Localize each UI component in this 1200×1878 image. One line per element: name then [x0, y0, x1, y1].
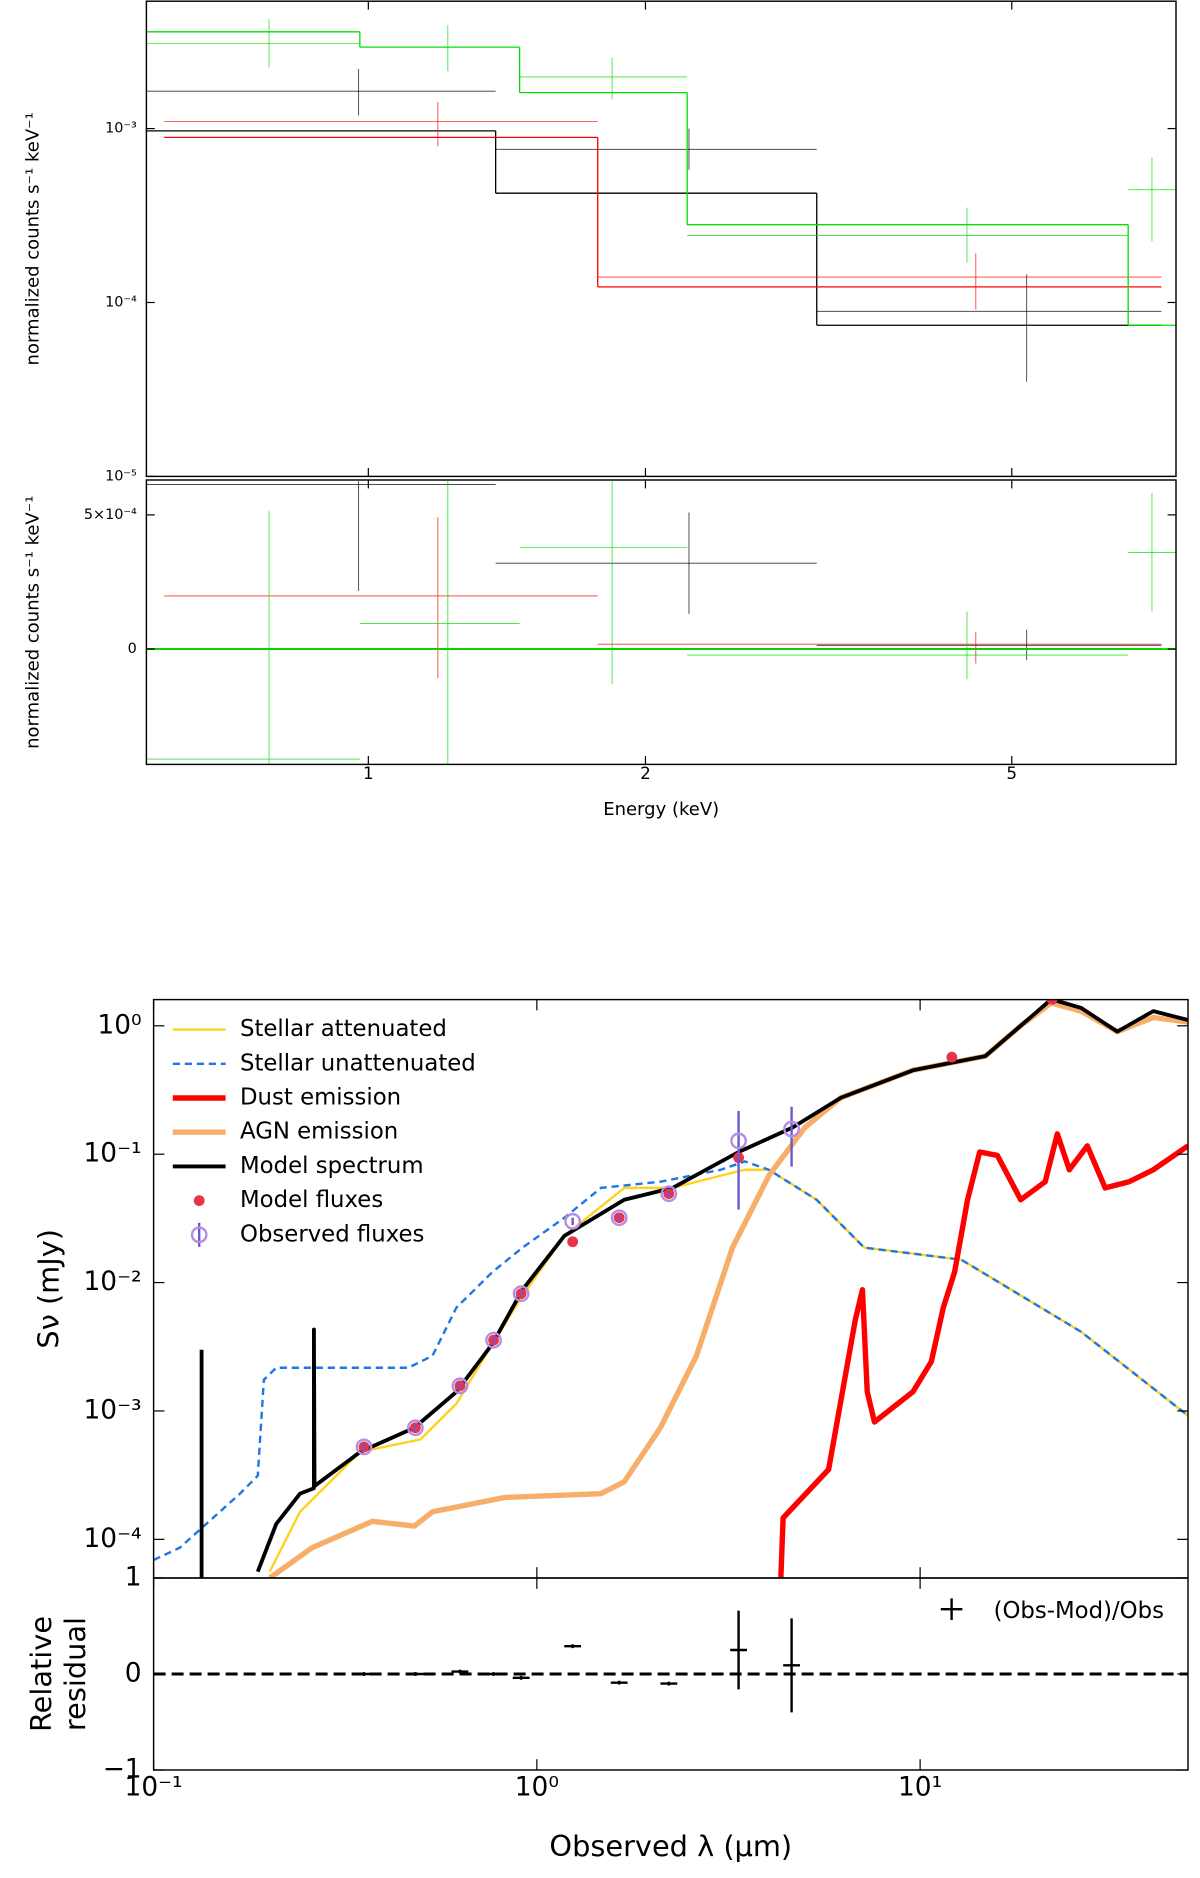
- y-tick-label: 10⁻⁴: [84, 1523, 142, 1554]
- observed-flux: [660, 1185, 678, 1203]
- legend-handle: [193, 1195, 205, 1206]
- x-axis-label: Energy (keV): [603, 799, 719, 820]
- legend-label: AGN emission: [240, 1119, 398, 1145]
- legend-label: Model fluxes: [240, 1187, 383, 1213]
- y-tick-label: 10⁻³: [105, 121, 137, 137]
- x-axis-label: Observed λ (μm): [549, 1829, 792, 1863]
- sed-line: [199, 999, 1188, 1578]
- legend-label: Stellar unattenuated: [240, 1050, 476, 1076]
- observed-flux: [485, 1331, 502, 1349]
- y-tick-label: 10⁰: [97, 1009, 141, 1040]
- x-tick-label: 5: [1006, 763, 1017, 783]
- observed-flux: [610, 1209, 628, 1227]
- legend-label: Stellar attenuated: [240, 1016, 447, 1042]
- observed-flux: [783, 1120, 800, 1138]
- legend-label: (Obs-Mod)/Obs: [994, 1598, 1164, 1624]
- x-tick-label: 10⁻¹: [125, 1772, 183, 1803]
- panel: −1 0 1 10⁻¹ 10⁰ 10¹ Relative residual Observed λ…: [24, 1562, 1189, 1863]
- observed-flux: [451, 1377, 469, 1395]
- y-tick-label: 5×10⁻⁴: [84, 507, 137, 523]
- observed-flux: [355, 1438, 373, 1456]
- legend-label: Model spectrum: [240, 1153, 424, 1179]
- y-tick-label: 10⁻³: [84, 1394, 142, 1425]
- y-tick-label: 1: [125, 1562, 142, 1593]
- y-tick-label: 0: [128, 641, 137, 657]
- legend-label: Observed fluxes: [240, 1221, 424, 1247]
- y-tick-label: −1: [103, 1754, 142, 1785]
- legend-label: Dust emission: [240, 1085, 401, 1111]
- x-tick-label: 10⁰: [515, 1772, 559, 1803]
- sed-line: [268, 1000, 1188, 1578]
- x-tick-label: 2: [640, 763, 651, 783]
- legend-handle: [190, 1226, 208, 1244]
- plot-frame: [145, 0, 1177, 478]
- plot-area: [146, 19, 1176, 382]
- y-axis-label: residual: [58, 1617, 92, 1731]
- model-flux: [946, 1051, 958, 1063]
- y-tick-label: 10⁻²: [84, 1266, 142, 1297]
- model-flux: [567, 1236, 579, 1248]
- y-tick-label: 10⁻⁵: [105, 468, 137, 484]
- observed-flux: [564, 1212, 582, 1230]
- observed-flux: [406, 1419, 424, 1437]
- sed-line: [153, 1160, 1188, 1562]
- plot-area: [153, 1610, 1188, 1713]
- model-flux: [1046, 999, 1058, 1005]
- y-axis-label: Relative: [24, 1616, 58, 1732]
- panel: 10⁰ 10⁻¹ 10⁻² 10⁻³ 10⁻⁴ Sν (mJy) Stellar atten…: [31, 998, 1189, 1579]
- panel: 10⁻³ 10⁻⁴ 10⁻⁵ normalized counts s⁻¹ keV⁻¹: [23, 0, 1177, 484]
- panel: 0 5×10⁻⁴ 1 2 5 normalized counts s⁻¹ keV⁻¹ Ene…: [23, 479, 1177, 820]
- observed-flux: [730, 1132, 747, 1150]
- y-tick-label: 0: [125, 1658, 142, 1689]
- sed-line: [778, 1131, 1188, 1578]
- x-tick-label: 1: [363, 763, 374, 783]
- observed-flux: [512, 1285, 530, 1303]
- x-tick-label: 10¹: [898, 1772, 942, 1803]
- y-axis-label: normalized counts s⁻¹ keV⁻¹: [23, 112, 44, 365]
- plot-frame: [145, 479, 1177, 766]
- y-axis-label: normalized counts s⁻¹ keV⁻¹: [23, 496, 44, 749]
- y-tick-label: 10⁻⁴: [105, 294, 137, 310]
- y-tick-label: 10⁻¹: [84, 1138, 142, 1169]
- plot-area: [153, 999, 1188, 1578]
- y-axis-label: Sν (mJy): [31, 1229, 65, 1349]
- plot-frame: [152, 1577, 1189, 1771]
- plot-area: [146, 481, 1176, 765]
